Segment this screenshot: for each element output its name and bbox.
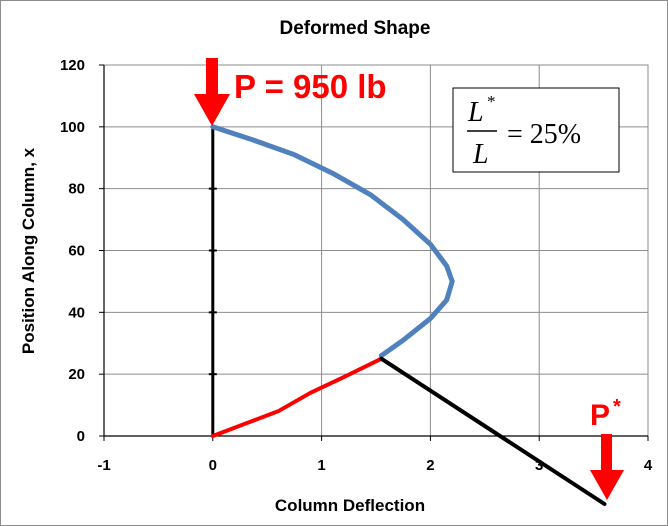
load-annotation: P = 950 lb bbox=[194, 58, 387, 126]
x-tick-label: 3 bbox=[535, 457, 543, 474]
y-tick-label: 40 bbox=[68, 304, 85, 321]
ratio-box: L * L = 25% bbox=[452, 87, 620, 173]
y-tick-label: 20 bbox=[68, 366, 85, 383]
y-tick-label: 100 bbox=[60, 119, 85, 136]
x-tick-label: 2 bbox=[426, 457, 434, 474]
load-label: P = 950 lb bbox=[234, 68, 387, 105]
pstar-label: P bbox=[590, 399, 610, 432]
data-series bbox=[208, 124, 607, 506]
y-tick-label: 80 bbox=[68, 181, 85, 198]
pstar-superscript: * bbox=[613, 396, 621, 418]
x-axis-label: Column Deflection bbox=[275, 496, 425, 515]
load-arrow-shaft bbox=[206, 58, 218, 96]
pstar-annotation: P * bbox=[590, 396, 624, 500]
y-tick-label: 120 bbox=[60, 57, 85, 74]
series-deformed-upper bbox=[210, 124, 455, 359]
ratio-value: = 25% bbox=[507, 119, 581, 150]
x-tick-label: 1 bbox=[317, 457, 325, 474]
series-deformed-lower bbox=[210, 356, 384, 438]
chart-title: Deformed Shape bbox=[280, 18, 431, 39]
y-tick-label: 60 bbox=[68, 243, 85, 260]
ratio-numerator: L bbox=[467, 97, 484, 128]
y-tick-label: 0 bbox=[77, 428, 85, 445]
axes bbox=[99, 64, 649, 441]
y-axis-label: Position Along Column, x bbox=[19, 147, 38, 354]
x-tick-label: 0 bbox=[209, 457, 217, 474]
pstar-arrow-head bbox=[590, 470, 624, 500]
pstar-base: P bbox=[590, 399, 610, 432]
pstar-arrow-shaft bbox=[601, 434, 612, 472]
ratio-denominator: L bbox=[472, 139, 489, 170]
load-arrow-head bbox=[194, 94, 230, 126]
x-tick-label: -1 bbox=[97, 457, 110, 474]
x-tick-label: 4 bbox=[644, 457, 653, 474]
series-load-line bbox=[379, 356, 607, 506]
ratio-numerator-star: * bbox=[487, 92, 496, 111]
